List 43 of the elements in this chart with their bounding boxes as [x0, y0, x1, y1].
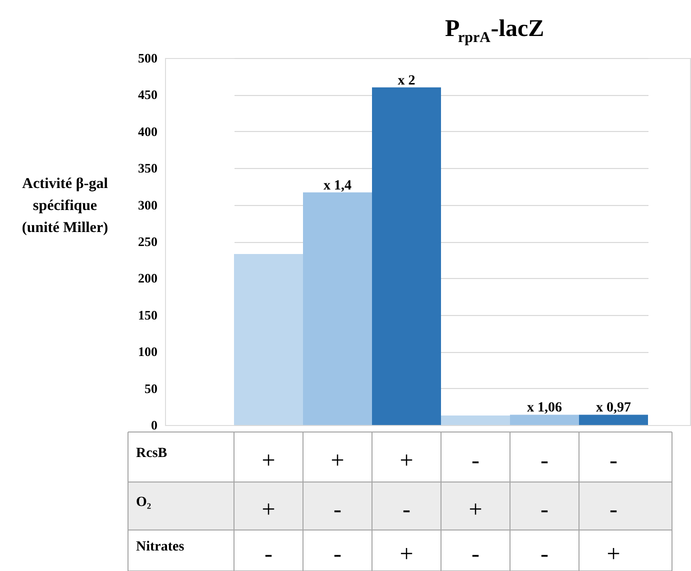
text: +	[606, 542, 620, 568]
text: -	[472, 542, 480, 568]
text: +	[400, 448, 414, 474]
text: -	[540, 497, 548, 523]
bar	[510, 414, 579, 425]
text: -	[334, 497, 342, 523]
bar	[372, 87, 441, 425]
y-tick-label: 350	[138, 160, 158, 176]
y-tick-label: 300	[138, 197, 158, 212]
text: +	[330, 448, 344, 474]
text: O₂	[136, 495, 152, 510]
y-tick-label: 200	[138, 270, 158, 286]
text: -	[540, 542, 548, 568]
text: +	[468, 497, 482, 523]
text: -	[402, 497, 410, 523]
text: -	[334, 542, 342, 568]
text: +	[262, 497, 276, 523]
text: -	[264, 542, 272, 568]
text: -	[472, 448, 480, 474]
data-label: x 2	[398, 73, 416, 88]
bar	[303, 192, 372, 425]
text: -	[610, 497, 618, 523]
y-tick-label: 400	[138, 124, 158, 139]
text: RcsB	[136, 446, 168, 461]
data-label: x 0,97	[596, 400, 631, 416]
bar	[579, 414, 648, 425]
y-axis-title: Activité β-gal spécifique (unité Miller)	[22, 176, 108, 236]
y-tick-label: 500	[138, 50, 158, 66]
text: Nitrates	[136, 540, 185, 554]
text: +	[400, 542, 414, 568]
data-label: x 1,4	[324, 178, 352, 194]
y-tick-label: 150	[138, 307, 158, 322]
data-label: x 1,06	[527, 400, 562, 416]
bar	[441, 415, 510, 425]
y-tick-label: 250	[138, 234, 158, 249]
y-tick-label: 450	[138, 87, 158, 102]
text: -	[610, 448, 618, 474]
text: -	[540, 448, 548, 474]
y-tick-label: 50	[144, 380, 158, 396]
bar	[234, 254, 303, 425]
text: +	[262, 448, 276, 474]
y-tick-label: 0	[151, 418, 158, 432]
y-tick-label: 100	[138, 344, 158, 360]
